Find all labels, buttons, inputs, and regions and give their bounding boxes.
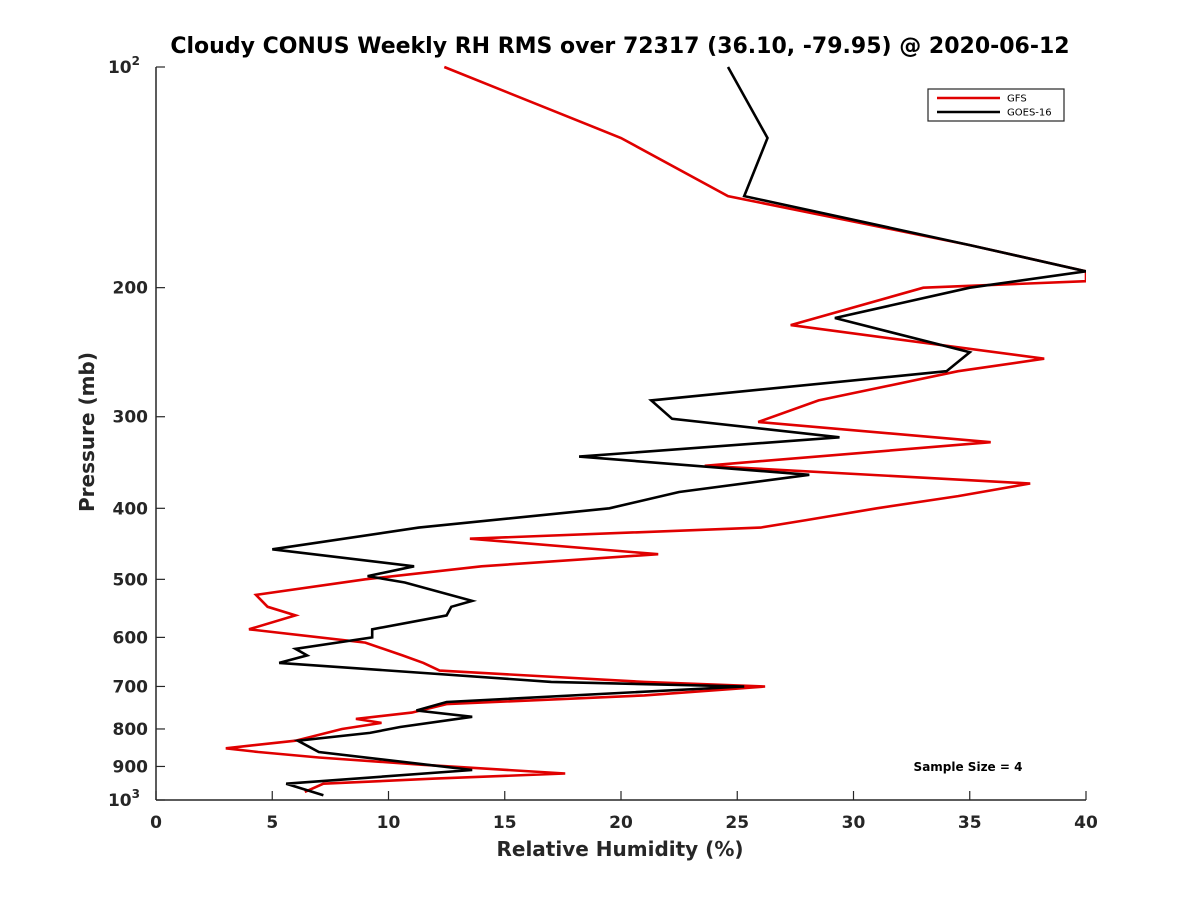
x-tick-label: 30: [842, 813, 866, 833]
sample-size-annotation: Sample Size = 4: [914, 760, 1023, 774]
y-tick-label: 900: [113, 757, 149, 777]
x-tick-label: 15: [493, 813, 517, 833]
x-tick-label: 40: [1074, 813, 1098, 833]
y-tick-label: 500: [113, 570, 149, 590]
series-line-gfs: [225, 65, 1086, 794]
y-tick-label: 103: [108, 787, 140, 811]
legend-label: GFS: [1007, 94, 1027, 105]
y-tick-label: 600: [113, 628, 149, 648]
series-line-goes-16: [272, 66, 1086, 797]
legend-label: GOES-16: [1007, 108, 1052, 119]
x-tick-label: 10: [377, 813, 401, 833]
x-tick-label: 35: [958, 813, 982, 833]
y-tick-label: 200: [113, 279, 149, 299]
x-tick-label: 5: [266, 813, 278, 833]
legend: GFS GOES-16: [927, 88, 1065, 122]
y-tick-label: 300: [113, 408, 149, 428]
y-axis: 102 200 300 400 500 600 700 800 900 103: [108, 54, 165, 811]
y-axis-label: Pressure (mb): [75, 352, 99, 512]
y-tick-label: 800: [113, 720, 149, 740]
x-axis: 0 5 10 15 20 25 30 35 40: [150, 791, 1098, 833]
x-axis-label: Relative Humidity (%): [496, 837, 743, 861]
plot-area: [155, 67, 1086, 801]
y-tick-label: 400: [113, 499, 149, 519]
y-tick-label: 700: [113, 677, 149, 697]
legend-box: [927, 88, 1065, 122]
series-group: [225, 65, 1086, 797]
chart-title: Cloudy CONUS Weekly RH RMS over 72317 (3…: [170, 34, 1069, 59]
x-tick-label: 20: [609, 813, 633, 833]
x-tick-label: 0: [150, 813, 162, 833]
x-tick-label: 25: [725, 813, 749, 833]
y-tick-label: 102: [108, 54, 140, 78]
